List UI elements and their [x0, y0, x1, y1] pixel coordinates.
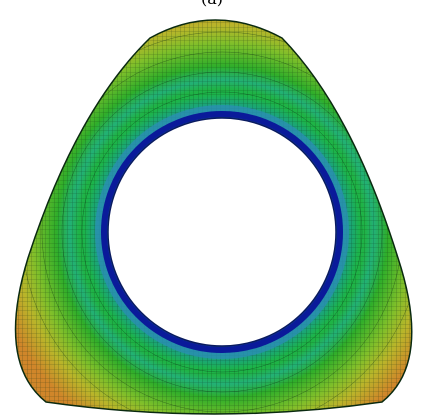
hole: [108, 118, 336, 346]
fea-figure: (a): [0, 0, 425, 419]
figure-label: (a): [201, 0, 223, 8]
